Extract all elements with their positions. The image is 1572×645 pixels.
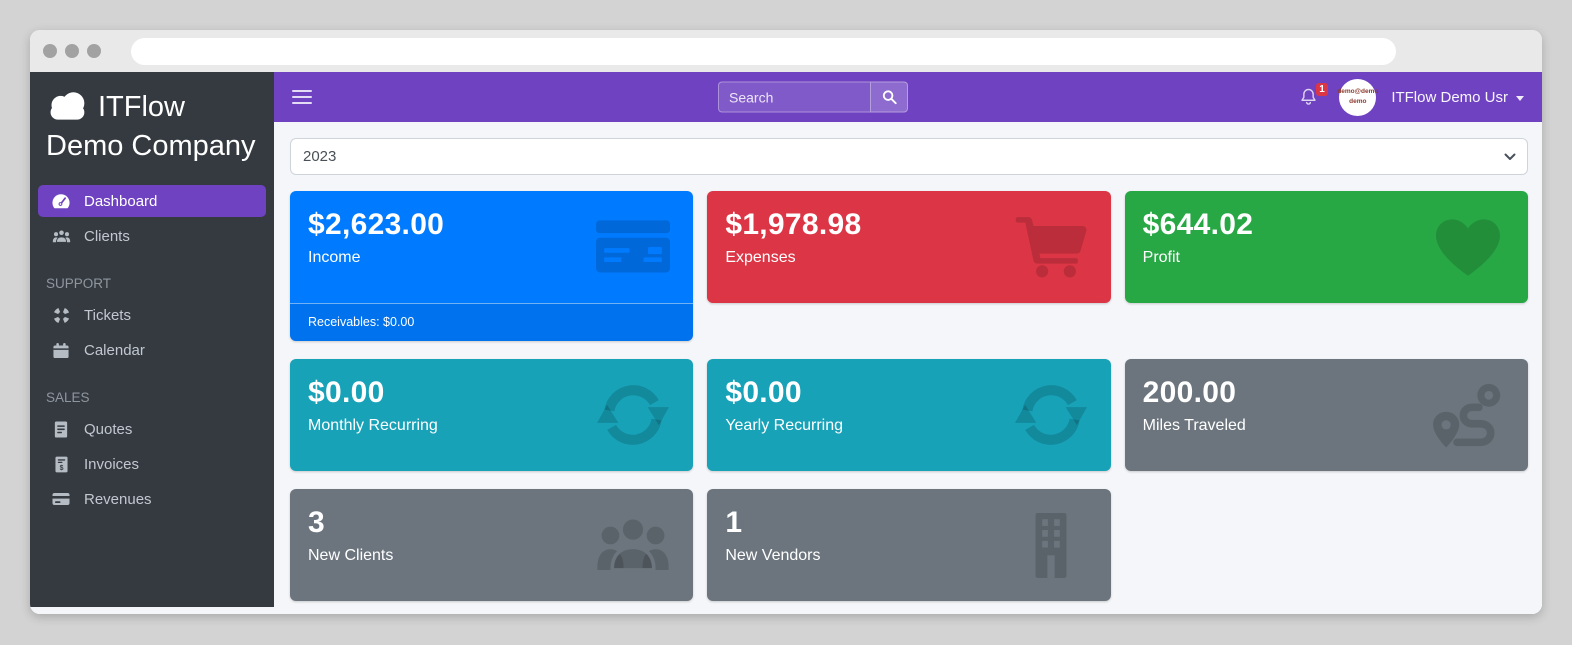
sidebar-item-label: Invoices: [84, 455, 140, 473]
credit-card-icon: [595, 209, 671, 285]
cloud-icon: [50, 92, 85, 120]
income-receivables-footer: Receivables: $0.00: [290, 303, 694, 341]
users-icon: [595, 507, 671, 583]
miles-traveled-value: 200.00: [1142, 376, 1237, 409]
sidebar: ITFlow Demo Company Dashboard Clients SU…: [30, 72, 274, 607]
income-card-body: $2,623.00 Income: [290, 191, 693, 303]
new-vendors-card-body: 1 New Vendors: [707, 489, 1110, 601]
new-clients-card: 3 New Clients: [290, 489, 694, 601]
sync-icon: [595, 377, 671, 453]
year-select-wrap: 2023: [290, 138, 1528, 175]
expenses-card-body: $1,978.98 Expenses: [707, 191, 1110, 303]
income-value: $2,623.00: [308, 208, 445, 241]
sync-icon: [1013, 377, 1089, 453]
sidebar-section-sales: SALES: [46, 390, 90, 405]
new-clients-value: 3: [308, 506, 325, 539]
tachometer-icon: [49, 193, 73, 209]
file-lines-icon: [49, 420, 73, 438]
profit-card-body: $644.02 Profit: [1125, 191, 1528, 303]
sidebar-item-revenues[interactable]: Revenues: [38, 483, 266, 515]
new-clients-label: New Clients: [308, 547, 394, 564]
file-invoice-dollar-icon: $: [49, 456, 73, 473]
monthly-recurring-card: $0.00 Monthly Recurring: [290, 359, 694, 471]
income-label: Income: [308, 249, 361, 266]
sidebar-item-dashboard[interactable]: Dashboard: [38, 185, 266, 217]
browser-titlebar: [30, 30, 1542, 72]
miles-traveled-label: Miles Traveled: [1142, 417, 1246, 434]
profit-label: Profit: [1142, 249, 1180, 266]
search-form: [718, 81, 908, 113]
sidebar-item-tickets[interactable]: Tickets: [38, 299, 266, 331]
yearly-recurring-card-body: $0.00 Yearly Recurring: [707, 359, 1110, 471]
sidebar-toggle-button[interactable]: [292, 86, 312, 107]
new-vendors-label: New Vendors: [725, 547, 821, 564]
credit-card-icon: [49, 492, 73, 506]
app-shell: ITFlow Demo Company Dashboard Clients SU…: [30, 72, 1542, 614]
search-input[interactable]: [718, 81, 870, 113]
heart-icon: [1430, 209, 1506, 285]
building-icon: [1013, 507, 1089, 583]
sidebar-item-calendar[interactable]: Calendar: [38, 334, 266, 366]
miles-traveled-card: 200.00 Miles Traveled: [1124, 359, 1528, 471]
route-icon: [1430, 377, 1506, 453]
user-menu-button[interactable]: ITFlow Demo Usr: [1391, 89, 1524, 106]
search-icon: [882, 90, 897, 105]
sidebar-item-clients[interactable]: Clients: [38, 220, 266, 252]
sidebar-item-quotes[interactable]: Quotes: [38, 413, 266, 445]
navbar-right-group: 1 demo@demo demo ITFlow Demo Usr: [1299, 78, 1524, 116]
year-select[interactable]: 2023: [290, 138, 1528, 175]
expenses-label: Expenses: [725, 249, 796, 266]
yearly-recurring-value: $0.00: [725, 376, 802, 409]
sidebar-item-label: Clients: [84, 227, 130, 245]
window-control-dot[interactable]: [65, 44, 79, 58]
yearly-recurring-label: Yearly Recurring: [725, 417, 844, 434]
profit-card: $644.02 Profit: [1124, 191, 1528, 303]
user-name-label: ITFlow Demo Usr: [1391, 88, 1508, 106]
sidebar-nav: Dashboard Clients SUPPORT Tickets: [30, 182, 274, 518]
sidebar-item-label: Quotes: [84, 420, 133, 438]
life-ring-icon: [49, 306, 73, 324]
sidebar-item-label: Calendar: [84, 341, 145, 359]
notifications-button[interactable]: 1: [1299, 83, 1329, 107]
new-clients-card-body: 3 New Clients: [290, 489, 693, 601]
monthly-recurring-card-body: $0.00 Monthly Recurring: [290, 359, 693, 471]
avatar-text-line1: demo@demo: [1337, 88, 1379, 96]
address-bar[interactable]: [131, 37, 1396, 65]
window-control-dot[interactable]: [43, 44, 57, 58]
avatar[interactable]: demo@demo demo: [1337, 78, 1379, 116]
dashboard-content: 2023 $2,623.00 Income: [274, 122, 1542, 607]
stat-cards-grid: $2,623.00 Income Receivables: $0.00 $1,9…: [290, 191, 1528, 601]
monthly-recurring-label: Monthly Recurring: [308, 417, 438, 434]
calendar-icon: [49, 342, 73, 359]
chevron-down-icon: [1516, 95, 1524, 101]
main-area: 1 demo@demo demo ITFlow Demo Usr 2023: [274, 72, 1542, 607]
profit-value: $644.02: [1142, 208, 1254, 241]
browser-window: ITFlow Demo Company Dashboard Clients SU…: [30, 30, 1542, 614]
income-card: $2,623.00 Income Receivables: $0.00: [290, 191, 694, 341]
sidebar-item-label: Tickets: [84, 306, 131, 324]
sidebar-item-label: Revenues: [84, 490, 152, 508]
users-icon: [49, 229, 73, 244]
brand-label: ITFlow Demo Company: [46, 91, 256, 162]
monthly-recurring-value: $0.00: [308, 376, 385, 409]
new-vendors-card: 1 New Vendors: [707, 489, 1111, 601]
search-button[interactable]: [870, 81, 908, 113]
expenses-value: $1,978.98: [725, 208, 862, 241]
svg-text:$: $: [59, 465, 63, 472]
new-vendors-value: 1: [725, 506, 743, 539]
bell-icon: [1299, 87, 1318, 107]
window-control-dot[interactable]: [87, 44, 101, 58]
expenses-card: $1,978.98 Expenses: [707, 191, 1111, 303]
shopping-cart-icon: [1013, 209, 1089, 285]
sidebar-item-label: Dashboard: [84, 192, 158, 210]
brand[interactable]: ITFlow Demo Company: [30, 72, 274, 170]
yearly-recurring-card: $0.00 Yearly Recurring: [707, 359, 1111, 471]
sidebar-section-support: SUPPORT: [46, 276, 112, 291]
notification-badge: 1: [1315, 83, 1329, 96]
top-navbar: 1 demo@demo demo ITFlow Demo Usr: [274, 72, 1542, 122]
avatar-text-line2: demo: [1349, 98, 1367, 105]
miles-traveled-card-body: 200.00 Miles Traveled: [1125, 359, 1528, 471]
sidebar-item-invoices[interactable]: $ Invoices: [38, 448, 266, 480]
